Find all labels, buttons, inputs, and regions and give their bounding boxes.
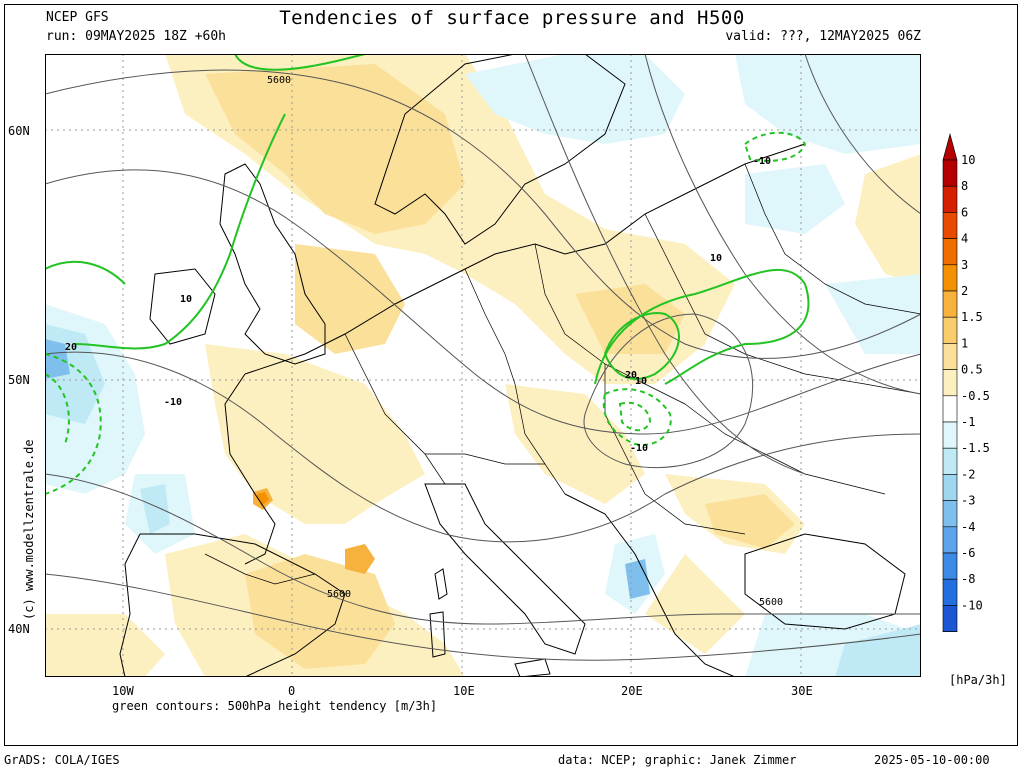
credit-grads: GrADS: COLA/IGES [4,753,120,767]
legend-swatch [942,474,958,501]
legend-level-label: -3 [961,494,975,508]
legend-swatch [942,369,958,397]
lon-label-20e: 20E [621,684,643,698]
legend-swatch [942,238,958,266]
run-label: run: 09MAY2025 18Z +60h [46,29,227,44]
legend-level-label: -8 [961,572,975,586]
legend-swatch [942,447,958,475]
map-border [45,54,921,677]
lon-label-0: 0 [288,684,296,698]
legend-swatch [942,185,958,213]
shading-positive-peak [257,492,269,506]
height-label: 5600 [327,589,351,600]
legend-level-label: 6 [961,205,968,219]
tendency-label: 20 [625,370,637,381]
tendency-label: 20 [65,342,77,353]
legend-swatch [942,605,958,632]
legend-level-label: 1.5 [961,310,983,324]
legend-level-label: -4 [961,520,975,534]
tendency-label: -10 [164,397,182,408]
legend-level-label: 8 [961,179,968,193]
legend-level-label: -6 [961,546,975,560]
legend-level-label: 4 [961,232,968,246]
legend-swatch [942,578,958,606]
legend-level-label: 1 [961,336,968,350]
legend-swatch [942,421,958,449]
legend-swatch [942,316,958,344]
legend-level-label: -10 [961,598,983,612]
color-legend: 10 8 6 4 3 2 1.5 1 0.5 -0.5 -1 -1.5 -2 -3 -4 -6 -8 -10 [942,132,990,632]
legend-arrow-top [942,132,958,161]
tendency-contours-negative [45,131,807,495]
chart-title: Tendencies of surface pressure and H500 [279,7,745,29]
height-contours [45,54,921,661]
legend-level-label: -0.5 [961,389,990,403]
tendency-label: 10 [180,294,192,305]
legend-swatch [942,343,958,370]
legend-level-label: -2 [961,467,975,481]
legend-level-label: 10 [961,153,975,167]
legend-swatch [942,264,958,292]
legend-level-label: -1 [961,415,975,429]
contour-note: green contours: 500hPa height tendency [… [112,699,438,713]
legend-swatch [942,290,958,318]
legend-level-label: -1.5 [961,441,990,455]
lon-label-30e: 30E [791,684,813,698]
shading-positive-mid [205,64,795,669]
height-label: 5600 [267,75,291,86]
timestamp: 2025-05-10-00:00 [874,753,990,767]
tendency-label: -10 [753,156,771,167]
credit-data: data: NCEP; graphic: Janek Zimmer [558,753,797,767]
lat-label-50n: 50N [8,373,30,387]
tendency-label: 10 [710,253,722,264]
legend-level-label: 0.5 [961,363,983,377]
valid-label: valid: ???, 12MAY2025 06Z [725,29,921,44]
lat-label-60n: 60N [8,124,30,138]
height-label: 5600 [759,597,783,608]
coastlines [119,54,906,677]
legend-swatch [942,395,958,423]
legend-unit: [hPa/3h] [949,673,1007,687]
legend-level-label: 3 [961,258,968,272]
legend-swatch [942,212,958,239]
legend-level-label: 2 [961,284,968,298]
tendency-label: 10 [635,376,647,387]
legend-swatch [942,526,958,554]
lon-label-10e: 10E [453,684,475,698]
tendency-contours-positive [45,54,810,385]
legend-swatch [942,552,958,580]
watermark: (c) www.modellzentrale.de [22,439,36,620]
plot-frame [4,4,1018,746]
lon-label-10w: 10W [112,684,134,698]
pressure-tendency-map: 5600 5600 5600 10 20 -10 10 20 10 -10 -1… [45,54,921,677]
legend-swatch [942,500,958,528]
model-label: NCEP GFS [46,10,109,25]
legend-swatch [942,159,958,187]
tendency-label: -10 [630,443,648,454]
country-borders [204,163,921,585]
lat-label-40n: 40N [8,622,30,636]
